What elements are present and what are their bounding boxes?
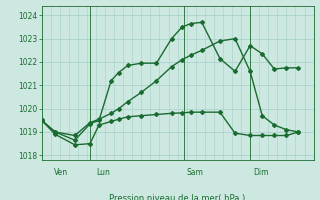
Text: Pression niveau de la mer( hPa ): Pression niveau de la mer( hPa ): [109, 194, 246, 200]
Text: Sam: Sam: [187, 168, 204, 177]
Text: Dim: Dim: [253, 168, 269, 177]
Text: Ven: Ven: [54, 168, 68, 177]
Text: Lun: Lun: [96, 168, 110, 177]
